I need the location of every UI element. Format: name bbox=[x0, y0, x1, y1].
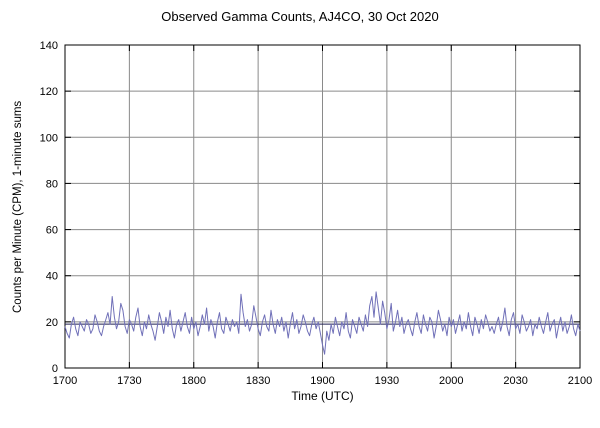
x-tick-label: 2000 bbox=[439, 375, 463, 387]
x-tick-label: 2100 bbox=[568, 375, 592, 387]
y-tick-label: 80 bbox=[46, 178, 58, 190]
x-tick-label: 1730 bbox=[117, 375, 141, 387]
x-tick-label: 1900 bbox=[310, 375, 334, 387]
x-tick-label: 2030 bbox=[503, 375, 527, 387]
x-tick-label: 1830 bbox=[246, 375, 270, 387]
x-axis-label: Time (UTC) bbox=[291, 389, 354, 403]
x-tick-label: 1930 bbox=[375, 375, 399, 387]
chart-title: Observed Gamma Counts, AJ4CO, 30 Oct 202… bbox=[161, 9, 439, 24]
y-tick-label: 40 bbox=[46, 271, 58, 283]
x-tick-label: 1800 bbox=[182, 375, 206, 387]
y-tick-label: 140 bbox=[40, 40, 58, 52]
y-tick-label: 120 bbox=[40, 86, 58, 98]
y-tick-label: 100 bbox=[40, 132, 58, 144]
y-tick-label: 60 bbox=[46, 225, 58, 237]
data-series-line bbox=[64, 291, 581, 355]
y-tick-label: 0 bbox=[52, 363, 58, 375]
plot-border bbox=[64, 44, 581, 369]
y-tick-label: 20 bbox=[46, 317, 58, 329]
x-tick-label: 1700 bbox=[53, 375, 77, 387]
